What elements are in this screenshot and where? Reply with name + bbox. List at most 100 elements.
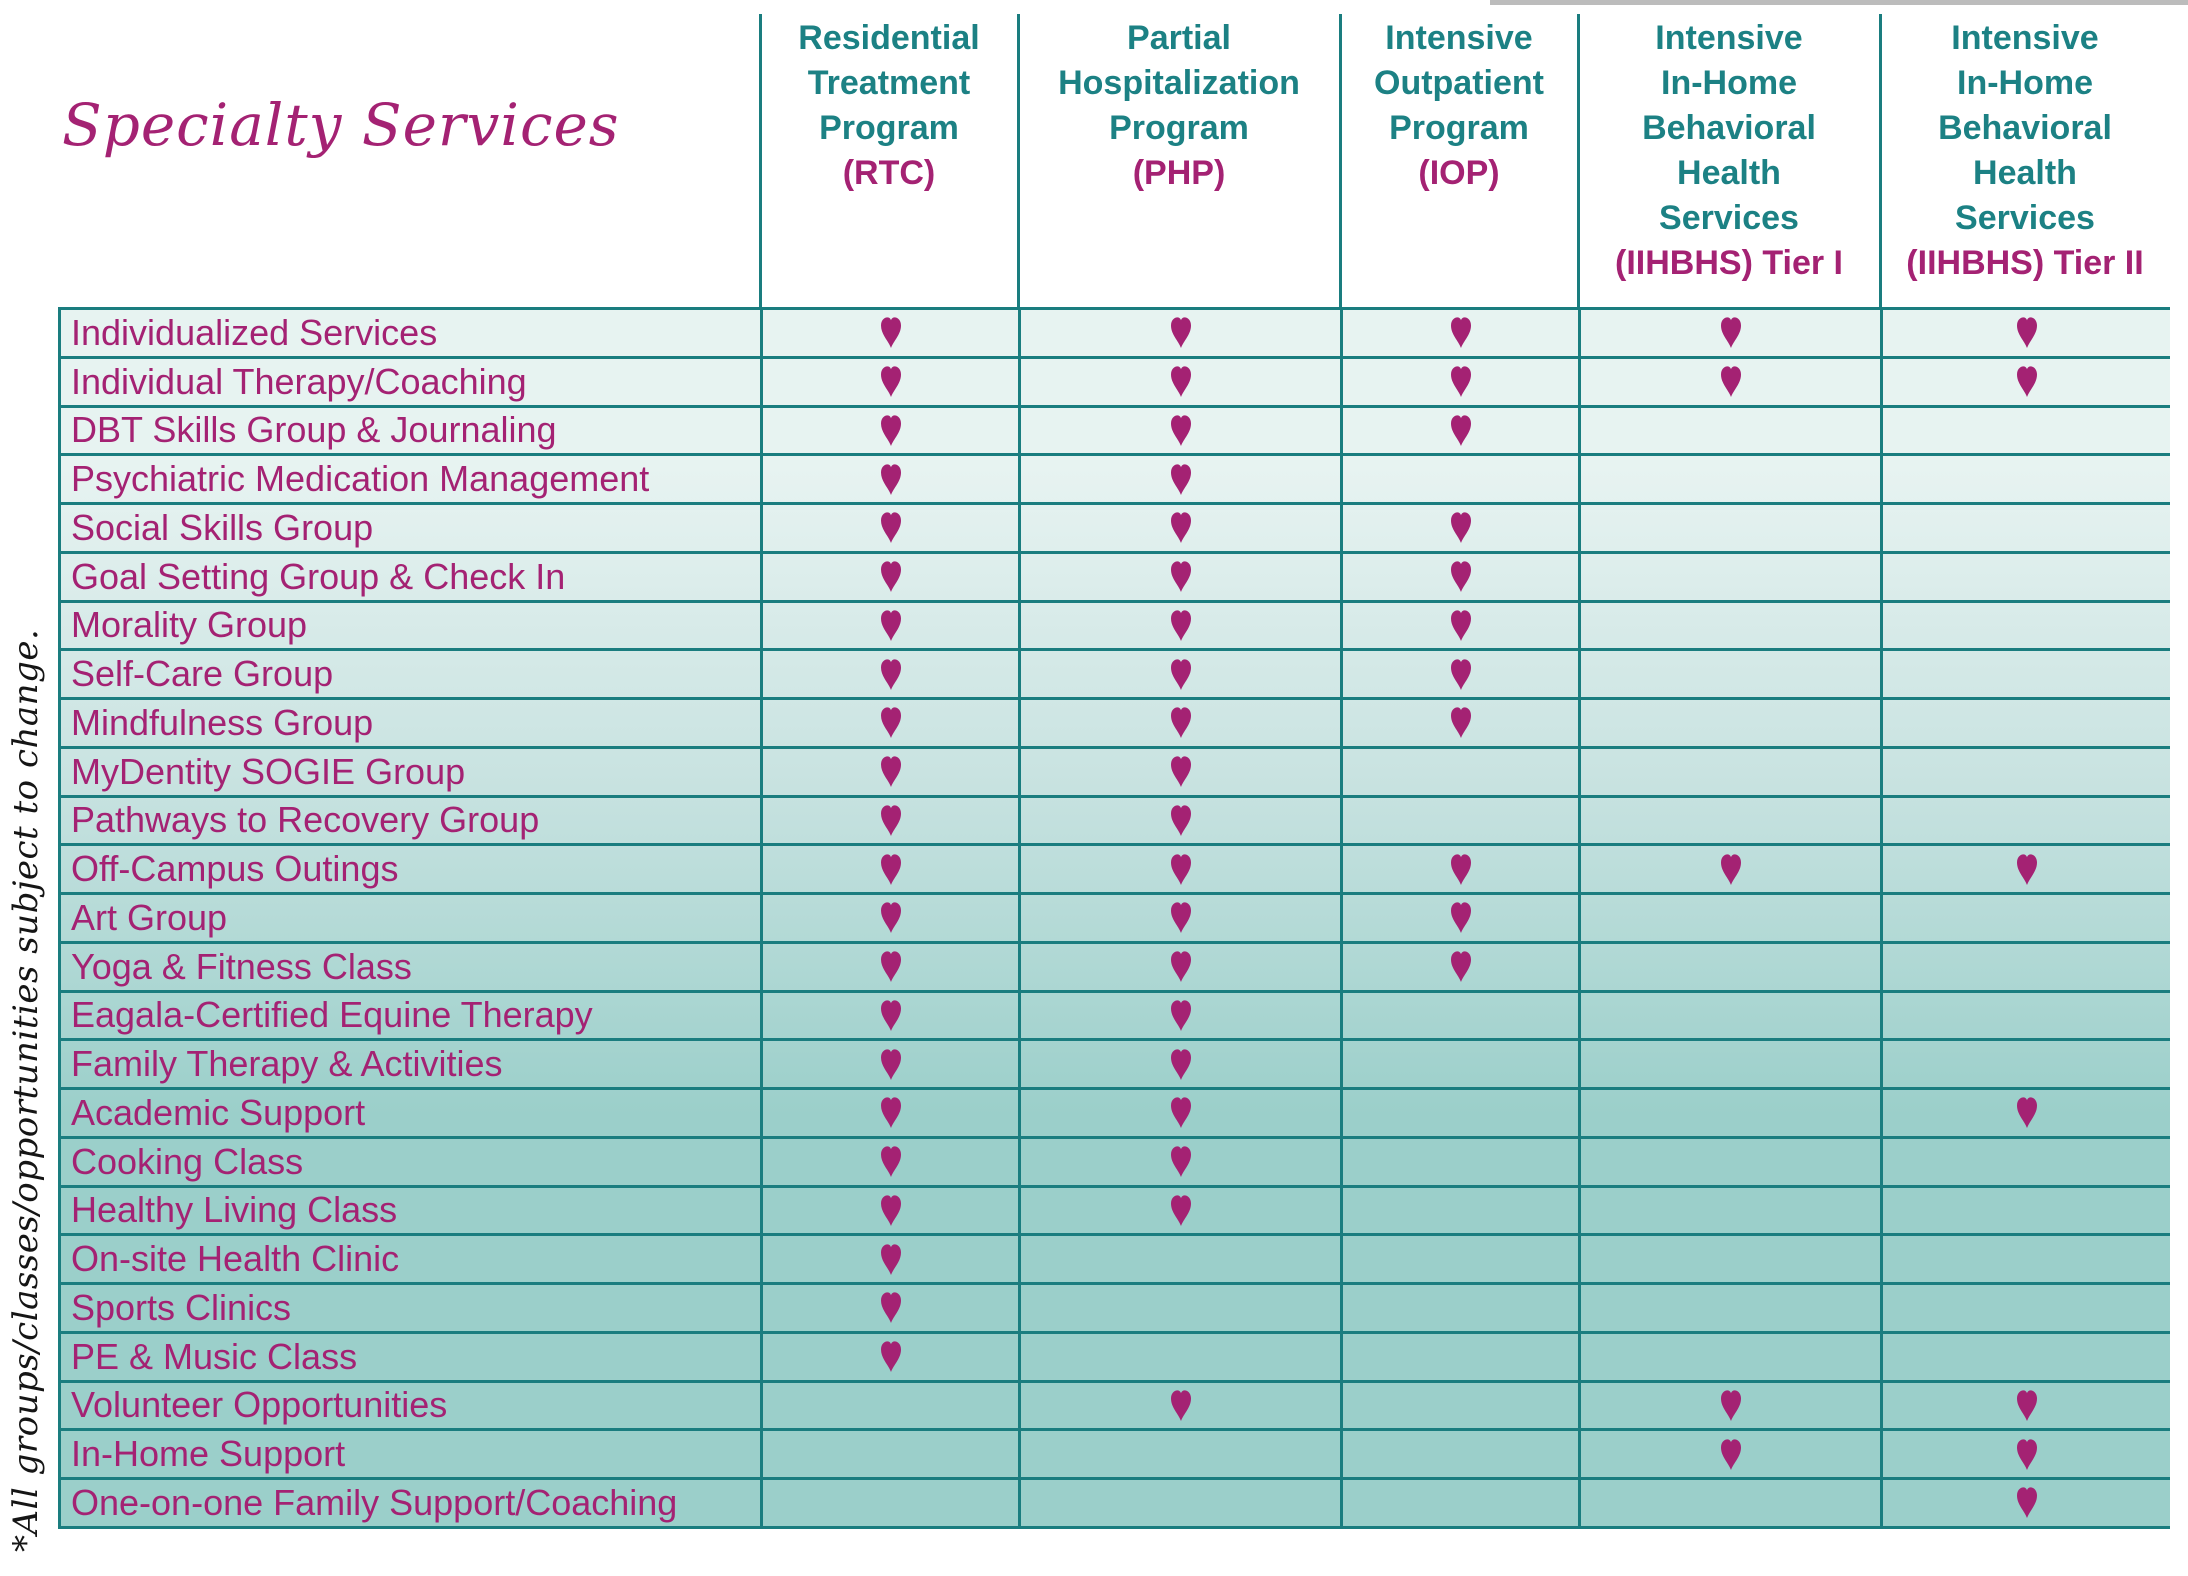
column-divider-line (1878, 14, 1882, 307)
heart-icon (1450, 610, 1471, 641)
heart-icon (1450, 707, 1471, 739)
availability-cell-col5 (1880, 1236, 2170, 1282)
availability-cell-col4 (1578, 456, 1880, 502)
heart-icon (880, 805, 901, 836)
column-divider-line (758, 14, 762, 307)
heart-icon (880, 512, 901, 544)
service-label: Healthy Living Class (71, 1189, 398, 1231)
availability-cell-col4 (1578, 1187, 1880, 1234)
availability-cell-col2 (1018, 943, 1340, 990)
availability-cell-col3 (1340, 1236, 1578, 1282)
service-label: Art Group (71, 896, 228, 938)
table-row: Morality Group (58, 602, 2170, 652)
availability-cell-col3 (1340, 651, 1578, 697)
service-label: Cooking Class (71, 1140, 304, 1182)
availability-cell-col1 (760, 651, 1018, 697)
service-label: Self-Care Group (71, 653, 334, 695)
column-header-2: Partial Hospitalization Program (PHP) (1016, 0, 1340, 307)
column-header-text: In-Home (1661, 64, 1797, 102)
heart-icon (1170, 902, 1191, 934)
heart-icon (1170, 805, 1191, 836)
availability-cell-col2 (1018, 651, 1340, 697)
service-label: MyDentity SOGIE Group (71, 750, 466, 792)
heart-icon (880, 756, 901, 788)
column-header-5: Intensive In-Home Behavioral Health Services… (1878, 0, 2170, 307)
availability-cell-col4 (1578, 797, 1880, 844)
availability-cell-col3 (1340, 1090, 1578, 1136)
availability-cell-col4 (1578, 1285, 1880, 1331)
availability-cell-col3 (1340, 358, 1578, 405)
availability-cell-col2 (1018, 1236, 1340, 1282)
heart-icon (880, 1292, 901, 1324)
column-header-abbr: (RTC) (842, 154, 936, 192)
availability-cell-col1 (760, 1480, 1018, 1526)
service-label: Family Therapy & Activities (71, 1043, 503, 1085)
availability-cell-col1 (760, 700, 1018, 746)
availability-cell-col5 (1880, 1431, 2170, 1477)
heart-icon (2016, 1390, 2037, 1421)
service-label: Yoga & Fitness Class (71, 945, 412, 987)
column-header-abbr: (IIHBHS) Tier I (1615, 244, 1843, 282)
heart-icon (2016, 1097, 2037, 1129)
column-header-abbr: (PHP) (1132, 154, 1226, 192)
table-row: Volunteer Opportunities (58, 1382, 2170, 1432)
page-title: Specialty Services (62, 91, 620, 159)
availability-cell-col4 (1578, 602, 1880, 649)
availability-cell-col5 (1880, 1480, 2170, 1526)
column-header-text: Program (1109, 109, 1249, 147)
heart-icon (1170, 756, 1191, 788)
availability-cell-col3 (1340, 505, 1578, 551)
availability-cell-col5 (1880, 358, 2170, 405)
availability-cell-col2 (1018, 1382, 1340, 1429)
availability-cell-col2 (1018, 310, 1340, 356)
availability-cell-col5 (1880, 1187, 2170, 1234)
heart-icon (880, 1341, 901, 1373)
availability-cell-col3 (1340, 1285, 1578, 1331)
service-label: Off-Campus Outings (71, 848, 399, 890)
page-top-edge-artifact (1490, 0, 2188, 5)
availability-cell-col2 (1018, 895, 1340, 941)
availability-cell-col1 (760, 407, 1018, 454)
column-divider-line (1576, 14, 1580, 307)
heart-icon (2016, 1487, 2037, 1519)
heart-icon (1720, 366, 1741, 398)
availability-cell-col1 (760, 1090, 1018, 1136)
table-row: Healthy Living Class (58, 1187, 2170, 1237)
column-header-3: Intensive Outpatient Program (IOP) (1338, 0, 1578, 307)
heart-icon (880, 1000, 901, 1031)
availability-cell-col5 (1880, 456, 2170, 502)
availability-cell-col2 (1018, 846, 1340, 892)
availability-cell-col5 (1880, 700, 2170, 746)
availability-cell-col4 (1578, 1382, 1880, 1429)
availability-cell-col4 (1578, 846, 1880, 892)
table-row: Cooking Class (58, 1138, 2170, 1188)
heart-icon (880, 317, 901, 349)
availability-cell-col5 (1880, 602, 2170, 649)
availability-cell-col4 (1578, 358, 1880, 405)
heart-icon (1170, 464, 1191, 495)
heart-icon (1170, 1049, 1191, 1080)
availability-cell-col4 (1578, 1041, 1880, 1087)
availability-cell-col2 (1018, 992, 1340, 1039)
availability-cell-col2 (1018, 700, 1340, 746)
heart-icon (880, 561, 901, 593)
availability-cell-col4 (1578, 1236, 1880, 1282)
availability-cell-col5 (1880, 797, 2170, 844)
table-row: In-Home Support (58, 1431, 2170, 1480)
heart-icon (880, 1244, 901, 1275)
heart-icon (2016, 317, 2037, 349)
table-row: Self-Care Group (58, 651, 2170, 700)
availability-cell-col2 (1018, 748, 1340, 795)
availability-cell-col4 (1578, 700, 1880, 746)
availability-cell-col1 (760, 310, 1018, 356)
availability-cell-col5 (1880, 1285, 2170, 1331)
heart-icon (1720, 1390, 1741, 1421)
availability-cell-col5 (1880, 1041, 2170, 1087)
column-header-text: Health (1677, 154, 1781, 192)
availability-cell-col5 (1880, 748, 2170, 795)
heart-icon (1170, 1097, 1191, 1129)
heart-icon (1170, 512, 1191, 544)
availability-cell-col4 (1578, 553, 1880, 600)
availability-cell-col1 (760, 748, 1018, 795)
table-row: Family Therapy & Activities (58, 1041, 2170, 1090)
